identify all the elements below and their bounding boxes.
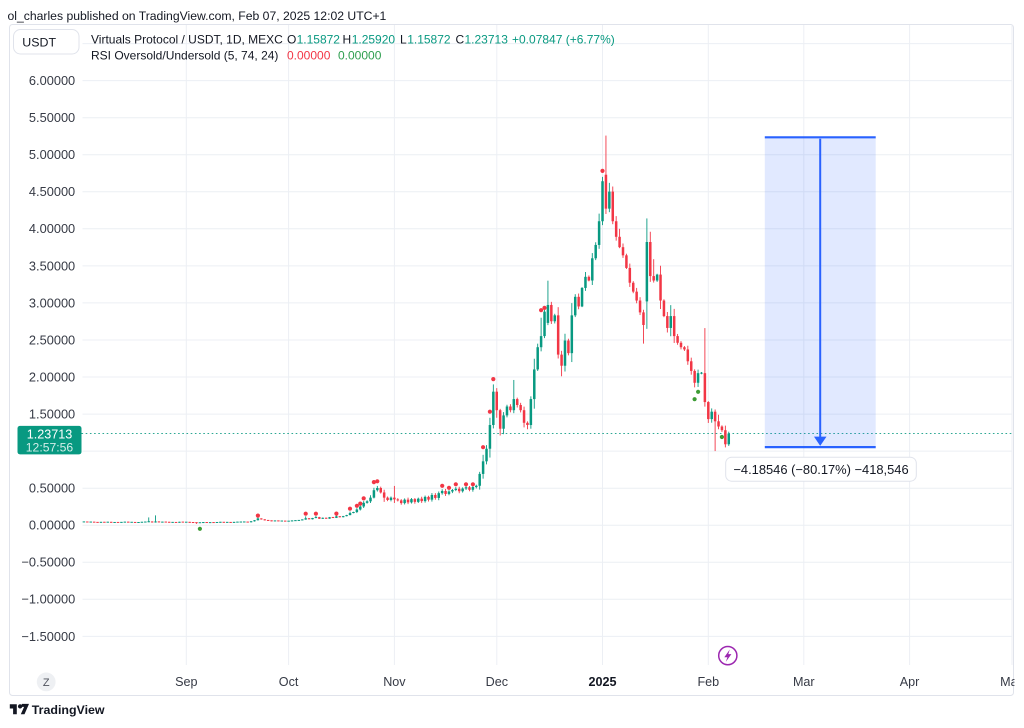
svg-text:4.50000: 4.50000 bbox=[29, 184, 75, 199]
svg-text:Dec: Dec bbox=[486, 675, 508, 689]
svg-text:3.00000: 3.00000 bbox=[29, 295, 75, 310]
svg-text:6.00000: 6.00000 bbox=[29, 73, 75, 88]
svg-text:4.00000: 4.00000 bbox=[29, 221, 75, 236]
svg-text:0.00000: 0.00000 bbox=[29, 518, 75, 533]
svg-text:RSI Oversold/Undersold (5, 74,: RSI Oversold/Undersold (5, 74, 24) bbox=[91, 48, 278, 62]
svg-text:O: O bbox=[287, 32, 296, 46]
svg-text:Sep: Sep bbox=[175, 675, 197, 689]
svg-text:L: L bbox=[400, 32, 407, 46]
svg-text:2.00000: 2.00000 bbox=[29, 369, 75, 384]
svg-text:1.25920: 1.25920 bbox=[352, 32, 396, 46]
svg-text:Virtuals Protocol / USDT, 1D,: Virtuals Protocol / USDT, 1D, MEXC bbox=[91, 32, 283, 46]
svg-text:1.15872: 1.15872 bbox=[407, 32, 451, 46]
svg-text:Nov: Nov bbox=[383, 675, 406, 689]
svg-text:Mar: Mar bbox=[793, 675, 815, 689]
svg-text:1.50000: 1.50000 bbox=[29, 407, 75, 422]
svg-text:Apr: Apr bbox=[900, 675, 920, 689]
svg-text:5.50000: 5.50000 bbox=[29, 110, 75, 125]
svg-text:−0.50000: −0.50000 bbox=[21, 555, 75, 570]
svg-text:12:57:56: 12:57:56 bbox=[26, 441, 74, 455]
svg-text:Z: Z bbox=[43, 677, 50, 689]
svg-text:0.00000: 0.00000 bbox=[287, 48, 331, 62]
svg-text:1.23713: 1.23713 bbox=[465, 32, 509, 46]
svg-text:−4.18546 (−80.17%) −418,546: −4.18546 (−80.17%) −418,546 bbox=[733, 462, 908, 477]
svg-text:C: C bbox=[456, 32, 465, 46]
svg-text:ol_charles published on Tradin: ol_charles published on TradingView.com,… bbox=[8, 9, 387, 23]
svg-text:0.50000: 0.50000 bbox=[29, 481, 75, 496]
svg-text:H: H bbox=[343, 32, 352, 46]
svg-text:Feb: Feb bbox=[697, 675, 719, 689]
svg-text:Oct: Oct bbox=[279, 675, 299, 689]
svg-text:2.50000: 2.50000 bbox=[29, 332, 75, 347]
svg-text:3.50000: 3.50000 bbox=[29, 258, 75, 273]
svg-text:2025: 2025 bbox=[588, 675, 616, 689]
svg-text:+0.07847 (+6.77%): +0.07847 (+6.77%) bbox=[512, 32, 615, 46]
svg-text:1.15872: 1.15872 bbox=[297, 32, 341, 46]
svg-text:−1.00000: −1.00000 bbox=[21, 592, 75, 607]
svg-text:TradingView: TradingView bbox=[32, 703, 105, 717]
svg-text:1.23713: 1.23713 bbox=[27, 427, 73, 441]
svg-text:−1.50000: −1.50000 bbox=[21, 629, 75, 644]
svg-text:5.00000: 5.00000 bbox=[29, 147, 75, 162]
svg-text:USDT: USDT bbox=[22, 35, 56, 49]
svg-text:0.00000: 0.00000 bbox=[338, 48, 382, 62]
